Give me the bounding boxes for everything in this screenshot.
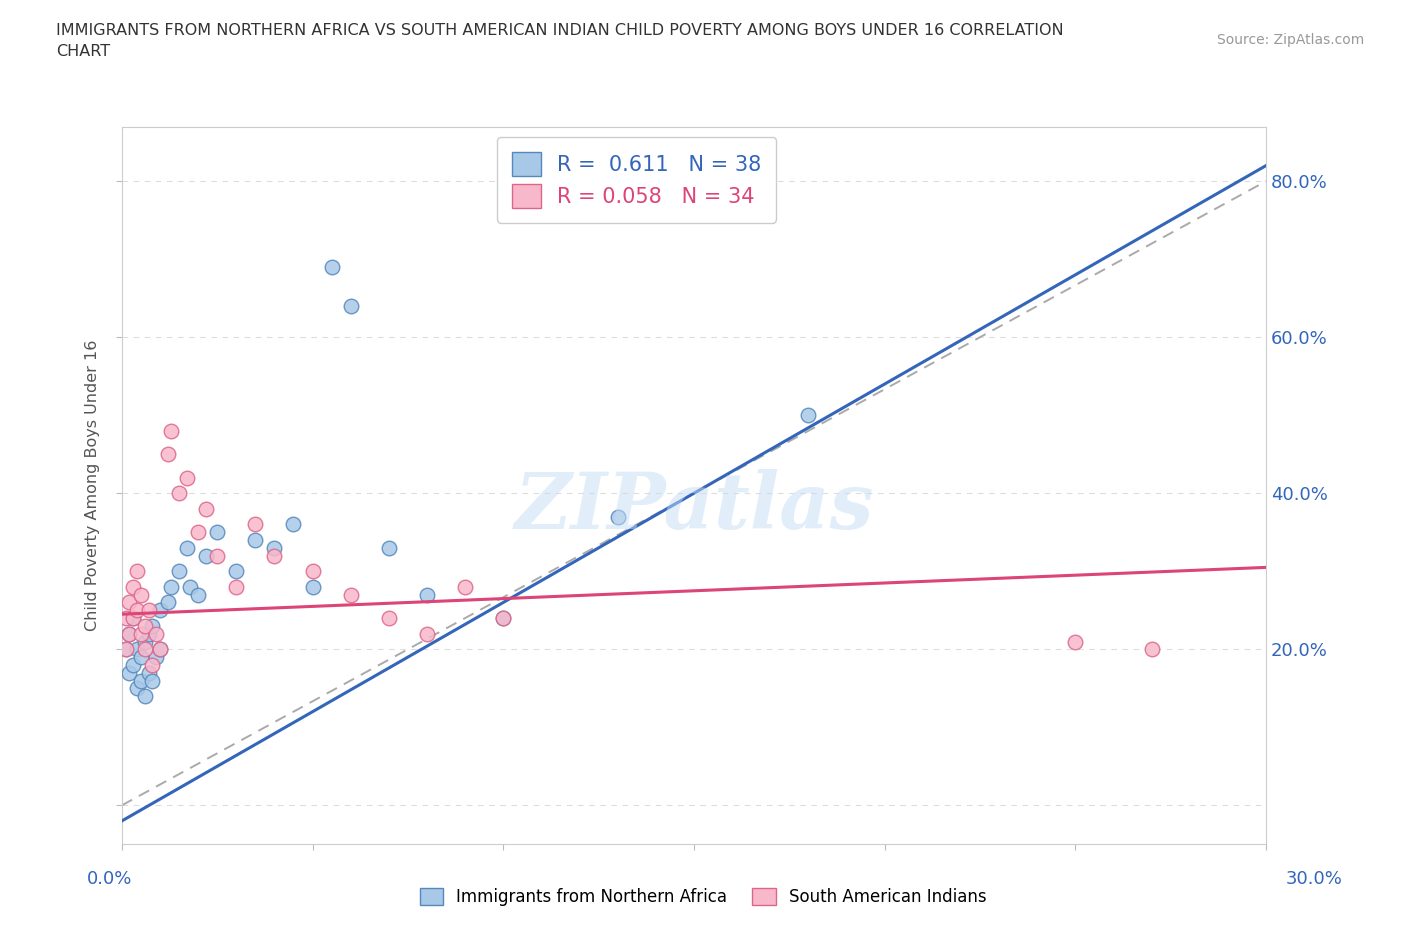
Point bbox=[416, 626, 439, 641]
Point bbox=[378, 611, 401, 626]
Point bbox=[606, 510, 628, 525]
Point bbox=[245, 533, 267, 548]
Point bbox=[160, 423, 183, 438]
Point bbox=[149, 603, 172, 618]
Point bbox=[141, 618, 163, 633]
Point bbox=[114, 611, 136, 626]
Point bbox=[122, 611, 145, 626]
Point bbox=[125, 681, 148, 696]
Point bbox=[179, 579, 201, 594]
Text: IMMIGRANTS FROM NORTHERN AFRICA VS SOUTH AMERICAN INDIAN CHILD POVERTY AMONG BOY: IMMIGRANTS FROM NORTHERN AFRICA VS SOUTH… bbox=[56, 23, 1064, 60]
Point bbox=[134, 634, 156, 649]
Point bbox=[194, 501, 217, 516]
Point bbox=[118, 595, 141, 610]
Point bbox=[321, 259, 343, 274]
Legend: Immigrants from Northern Africa, South American Indians: Immigrants from Northern Africa, South A… bbox=[413, 881, 993, 912]
Text: 30.0%: 30.0% bbox=[1286, 870, 1343, 888]
Point bbox=[149, 642, 172, 657]
Point bbox=[301, 579, 323, 594]
Point bbox=[339, 587, 361, 602]
Point bbox=[378, 540, 401, 555]
Point bbox=[156, 446, 179, 461]
Point bbox=[156, 595, 179, 610]
Point bbox=[160, 579, 183, 594]
Point bbox=[138, 603, 160, 618]
Point bbox=[1140, 642, 1163, 657]
Point bbox=[167, 564, 190, 578]
Point bbox=[145, 650, 167, 665]
Point bbox=[125, 603, 148, 618]
Point bbox=[176, 471, 198, 485]
Point bbox=[134, 689, 156, 704]
Point bbox=[225, 564, 247, 578]
Legend: R =  0.611   N = 38, R = 0.058   N = 34: R = 0.611 N = 38, R = 0.058 N = 34 bbox=[498, 137, 776, 222]
Point bbox=[194, 549, 217, 564]
Point bbox=[134, 642, 156, 657]
Point bbox=[114, 642, 136, 657]
Point bbox=[138, 626, 160, 641]
Point bbox=[138, 665, 160, 680]
Point bbox=[114, 642, 136, 657]
Point bbox=[205, 549, 228, 564]
Text: 0.0%: 0.0% bbox=[87, 870, 132, 888]
Text: Source: ZipAtlas.com: Source: ZipAtlas.com bbox=[1216, 33, 1364, 46]
Point bbox=[129, 626, 152, 641]
Point bbox=[118, 626, 141, 641]
Point bbox=[301, 564, 323, 578]
Point bbox=[122, 658, 145, 672]
Point bbox=[225, 579, 247, 594]
Point bbox=[145, 626, 167, 641]
Point bbox=[492, 611, 515, 626]
Point bbox=[122, 611, 145, 626]
Point bbox=[176, 540, 198, 555]
Point bbox=[125, 564, 148, 578]
Point bbox=[339, 299, 361, 313]
Point bbox=[454, 579, 477, 594]
Point bbox=[134, 618, 156, 633]
Point bbox=[283, 517, 305, 532]
Point bbox=[149, 642, 172, 657]
Point bbox=[245, 517, 267, 532]
Text: ZIPatlas: ZIPatlas bbox=[515, 469, 873, 545]
Point bbox=[141, 673, 163, 688]
Point bbox=[125, 642, 148, 657]
Point bbox=[1064, 634, 1087, 649]
Point bbox=[129, 650, 152, 665]
Point bbox=[416, 587, 439, 602]
Point bbox=[118, 665, 141, 680]
Point bbox=[129, 673, 152, 688]
Point bbox=[187, 587, 209, 602]
Point bbox=[167, 485, 190, 500]
Point bbox=[122, 579, 145, 594]
Point bbox=[797, 408, 820, 423]
Point bbox=[263, 540, 285, 555]
Point bbox=[205, 525, 228, 539]
Y-axis label: Child Poverty Among Boys Under 16: Child Poverty Among Boys Under 16 bbox=[86, 339, 100, 631]
Point bbox=[187, 525, 209, 539]
Point bbox=[118, 626, 141, 641]
Point bbox=[263, 549, 285, 564]
Point bbox=[129, 587, 152, 602]
Point bbox=[141, 658, 163, 672]
Point bbox=[492, 611, 515, 626]
